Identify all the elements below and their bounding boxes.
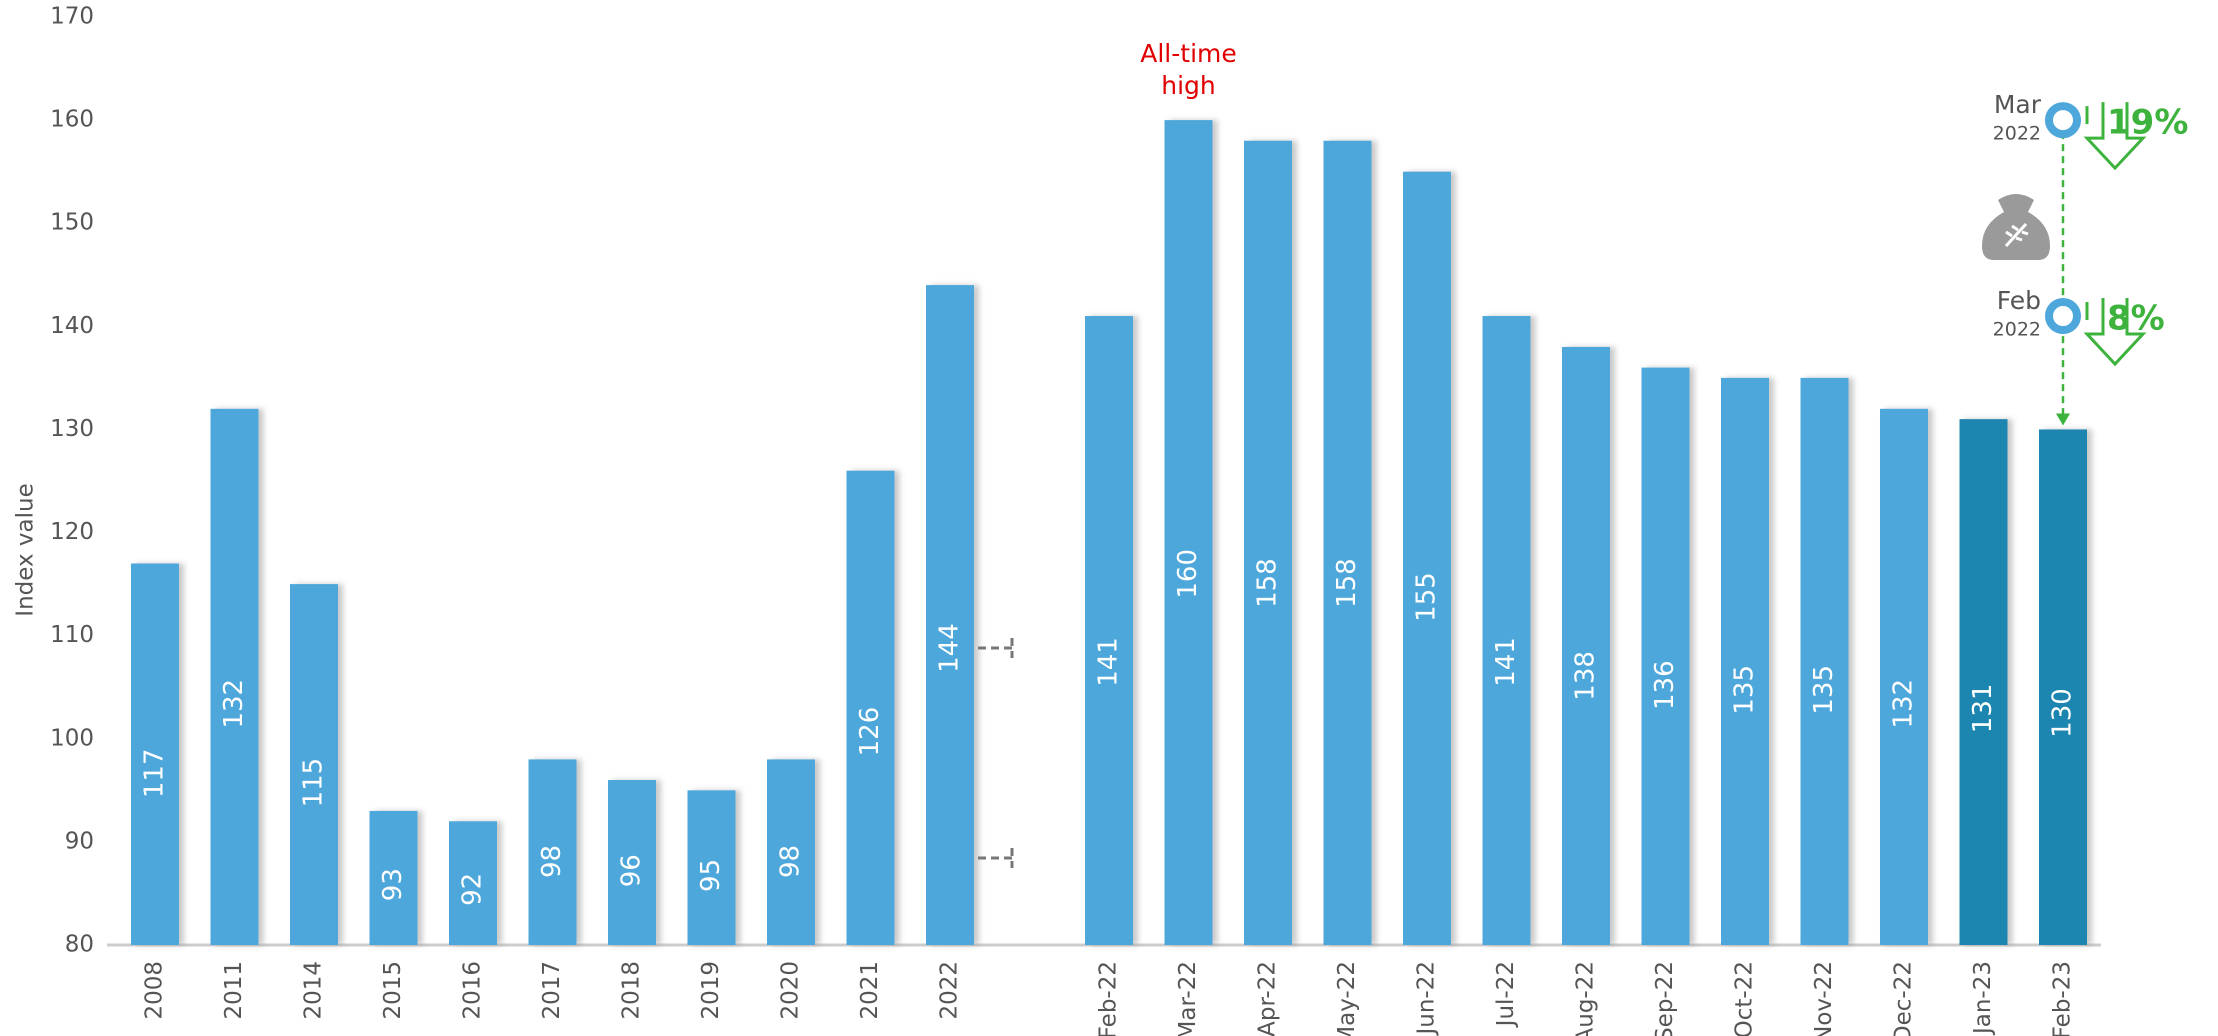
bar [1562, 346, 1610, 945]
bar [1403, 171, 1451, 945]
bar [1880, 408, 1928, 945]
bar [449, 821, 497, 945]
y-tick-label: 170 [50, 4, 94, 30]
y-tick-label: 90 [65, 828, 94, 854]
x-tick-label: Jul-22 [1493, 961, 1519, 1028]
y-tick-label: 110 [50, 622, 94, 648]
callout-year: 2022 [1993, 319, 2041, 341]
x-tick-label: 2015 [380, 961, 406, 1020]
x-tick-label: Jun-22 [1414, 961, 1440, 1036]
callout-change: 8% [2107, 299, 2165, 339]
bar [1721, 377, 1769, 945]
y-tick-label: 150 [50, 210, 94, 236]
bar [687, 790, 736, 945]
down-arrow [2083, 298, 2147, 367]
y-tick-label: 100 [50, 725, 94, 751]
value-label: 135 [1730, 665, 1760, 715]
bar [608, 780, 656, 945]
bar [528, 759, 577, 945]
x-tick-label: Aug-22 [1573, 961, 1599, 1036]
bar [767, 759, 815, 945]
x-tick-label: Sep-22 [1652, 961, 1678, 1036]
arrow-head [2056, 413, 2070, 426]
x-tick-label: Nov-22 [1811, 961, 1837, 1036]
value-label: 141 [1491, 637, 1521, 687]
bar [290, 584, 338, 945]
value-label: 96 [617, 854, 647, 887]
bar [1085, 316, 1133, 945]
value-label: 132 [1889, 679, 1919, 729]
bar [1482, 316, 1531, 945]
x-tick-label: 2019 [698, 961, 724, 1020]
y-tick-label: 120 [50, 519, 94, 545]
callout-month: Feb [1997, 286, 2041, 315]
sack-icon [1982, 194, 2050, 260]
y-tick-label: 80 [65, 932, 94, 958]
x-tick-label: Jan-23 [1970, 961, 1996, 1036]
x-tick-label: Oct-22 [1732, 961, 1758, 1036]
bar [1959, 419, 2008, 946]
bar [369, 810, 418, 945]
bar [926, 285, 974, 946]
x-tick-label: Mar-22 [1175, 961, 1201, 1036]
x-tick-label: Feb-23 [2050, 961, 2076, 1036]
bar [846, 470, 895, 945]
value-label: 95 [696, 859, 726, 892]
value-label: 135 [1809, 665, 1839, 715]
x-tick-label: 2008 [142, 961, 168, 1020]
callout-year: 2022 [1993, 123, 2041, 145]
x-tick-label: 2017 [539, 961, 565, 1020]
y-tick-label: 160 [50, 107, 94, 133]
value-label: 144 [935, 623, 965, 673]
bar [131, 563, 179, 945]
annotation-line: high [1161, 71, 1216, 100]
value-label: 117 [140, 748, 170, 798]
bar [1244, 140, 1292, 945]
value-label: 98 [776, 845, 806, 878]
bar [1164, 120, 1213, 946]
bar [2039, 429, 2087, 945]
callout-month: Mar [1994, 90, 2042, 119]
callout-marker [2045, 298, 2081, 335]
value-label: 160 [1173, 549, 1203, 599]
callout-marker [2045, 102, 2081, 139]
y-tick-label: 140 [50, 313, 94, 339]
value-label: 126 [855, 707, 885, 757]
x-tick-label: 2014 [301, 961, 327, 1020]
x-tick-label: 2022 [937, 961, 963, 1020]
value-label: 141 [1094, 637, 1124, 687]
value-label: 92 [458, 873, 488, 906]
down-arrow [2083, 102, 2147, 171]
x-tick-label: Feb-22 [1096, 961, 1122, 1036]
x-tick-label: 2020 [778, 961, 804, 1020]
value-label: 155 [1412, 572, 1442, 622]
bar [1800, 377, 1849, 945]
value-label: 158 [1332, 558, 1362, 608]
value-label: 136 [1650, 660, 1680, 710]
value-label: 98 [537, 845, 567, 878]
value-label: 132 [219, 679, 249, 729]
bar [1641, 367, 1690, 946]
y-tick-label: 130 [50, 416, 94, 442]
x-tick-label: Apr-22 [1255, 961, 1281, 1036]
x-tick-label: 2021 [857, 961, 883, 1020]
x-tick-label: 2016 [460, 961, 486, 1020]
x-tick-label: 2018 [619, 961, 645, 1020]
annotation: All-time high [1140, 39, 1237, 100]
annotation-line: All-time [1140, 39, 1237, 68]
value-label: 115 [299, 758, 329, 808]
value-label: 130 [2048, 688, 2078, 738]
y-axis-label: Index value [13, 483, 39, 616]
x-tick-label: Dec-22 [1891, 961, 1917, 1036]
bar [210, 408, 259, 945]
x-tick-label: May-22 [1334, 961, 1360, 1036]
value-label: 158 [1253, 558, 1283, 608]
callout-change: 19% [2107, 103, 2188, 143]
value-label: 131 [1968, 684, 1998, 734]
bar [1323, 140, 1372, 945]
x-tick-label: 2011 [221, 961, 247, 1020]
value-label: 138 [1571, 651, 1601, 701]
value-label: 93 [378, 868, 408, 901]
